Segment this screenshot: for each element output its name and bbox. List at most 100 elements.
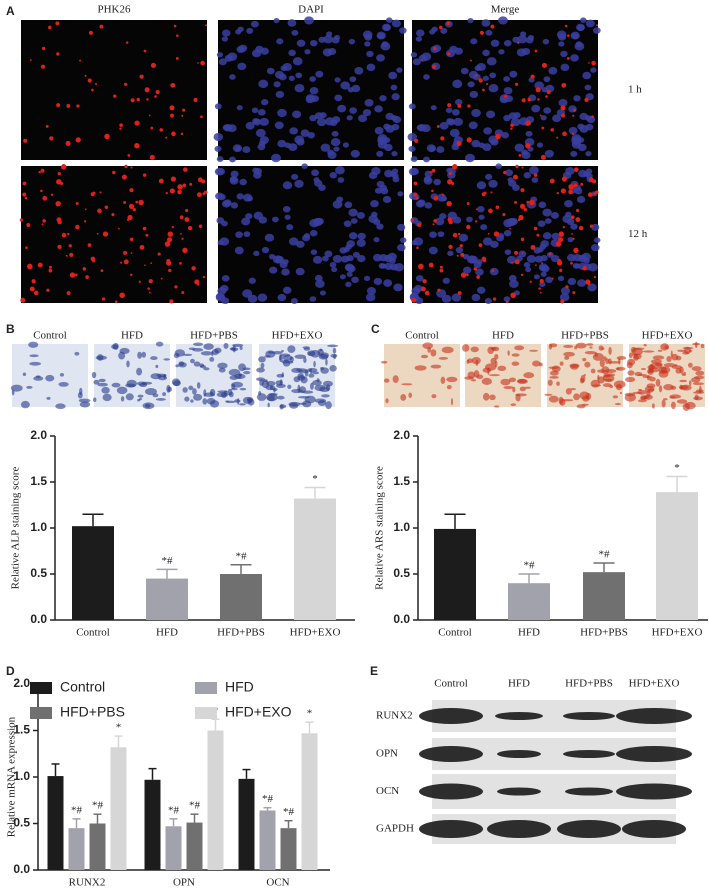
nucleus xyxy=(381,41,389,48)
dot xyxy=(562,226,565,229)
dot xyxy=(440,136,445,141)
stain-spot xyxy=(624,376,636,383)
stain-spot xyxy=(93,379,100,385)
y-tick-label: 1.5 xyxy=(30,474,47,488)
dot xyxy=(111,213,115,217)
dot xyxy=(526,200,530,204)
nucleus xyxy=(544,218,552,224)
stain-spot xyxy=(627,370,635,376)
nucleus xyxy=(471,139,481,148)
stain-spot xyxy=(310,371,313,374)
nucleus xyxy=(257,293,268,302)
panel-letter: E xyxy=(370,664,378,678)
stain-spot xyxy=(464,376,474,380)
nucleus xyxy=(482,237,493,246)
stain-spot xyxy=(227,388,233,396)
band xyxy=(616,783,692,800)
dot xyxy=(150,62,156,68)
nucleus xyxy=(332,255,343,263)
dot xyxy=(510,292,516,299)
dot xyxy=(447,103,452,108)
stain-spot xyxy=(137,394,144,398)
dot xyxy=(572,114,575,117)
stain-spot xyxy=(670,401,676,410)
nucleus xyxy=(410,156,418,162)
nucleus xyxy=(278,73,287,81)
nucleus xyxy=(376,223,384,230)
stain-spot xyxy=(683,371,686,377)
micrograph xyxy=(19,164,208,304)
stain-spot xyxy=(574,345,578,350)
nucleus xyxy=(567,277,577,286)
dot xyxy=(478,78,483,83)
significance: *# xyxy=(92,800,104,812)
bar xyxy=(165,826,182,870)
stain-spot xyxy=(631,348,643,356)
nucleus xyxy=(570,223,578,230)
stain-spot xyxy=(141,381,153,385)
significance: *# xyxy=(236,550,248,562)
nucleus xyxy=(290,297,298,305)
nucleus xyxy=(349,107,358,114)
nucleus xyxy=(473,261,482,269)
dot xyxy=(196,192,202,198)
nucleus xyxy=(291,173,299,180)
dot xyxy=(591,60,596,66)
nucleus xyxy=(391,19,401,28)
nucleus xyxy=(356,239,366,247)
nucleus xyxy=(248,277,256,284)
nucleus xyxy=(481,19,491,27)
dot xyxy=(76,104,80,108)
dot xyxy=(457,232,461,236)
nucleus xyxy=(318,36,326,43)
nucleus xyxy=(288,75,295,81)
nucleus xyxy=(309,39,318,47)
dot xyxy=(155,90,160,95)
nucleus xyxy=(345,243,353,250)
stain-spot xyxy=(239,403,246,406)
nucleus xyxy=(390,84,398,91)
dot xyxy=(182,108,186,112)
y-tick-label: 1.0 xyxy=(393,520,410,534)
nucleus xyxy=(526,255,537,263)
dot xyxy=(415,196,419,200)
dot xyxy=(181,114,184,117)
stain-spot xyxy=(563,344,574,348)
dot xyxy=(88,30,93,35)
dot xyxy=(416,246,419,249)
dot xyxy=(504,94,508,98)
x-tick-label: RUNX2 xyxy=(69,877,106,889)
legend-swatch xyxy=(195,707,217,719)
nucleus xyxy=(467,18,474,24)
nucleus xyxy=(593,27,601,34)
nucleus xyxy=(235,231,243,238)
dot xyxy=(576,208,580,213)
nucleus xyxy=(373,277,383,286)
dot xyxy=(514,250,519,255)
dot xyxy=(33,290,39,296)
dot xyxy=(551,277,554,280)
nucleus xyxy=(279,261,288,269)
dot xyxy=(130,273,133,277)
dot xyxy=(418,263,424,270)
dot xyxy=(20,297,26,303)
dot xyxy=(120,261,123,264)
nucleus xyxy=(458,233,469,242)
nucleus xyxy=(309,86,319,95)
nucleus xyxy=(261,99,269,106)
nucleus xyxy=(311,169,320,177)
dot xyxy=(56,103,61,108)
stain-spot xyxy=(125,383,136,388)
dot xyxy=(154,95,157,98)
dot xyxy=(61,167,64,170)
nucleus xyxy=(296,240,305,248)
dot xyxy=(560,105,566,111)
stain-spot xyxy=(646,374,650,381)
stain-spot xyxy=(470,346,479,353)
dot xyxy=(74,273,78,277)
dot xyxy=(460,272,467,278)
nucleus xyxy=(246,27,254,34)
nucleus xyxy=(364,98,374,107)
stain-spot xyxy=(556,381,560,386)
nucleus xyxy=(342,142,350,148)
